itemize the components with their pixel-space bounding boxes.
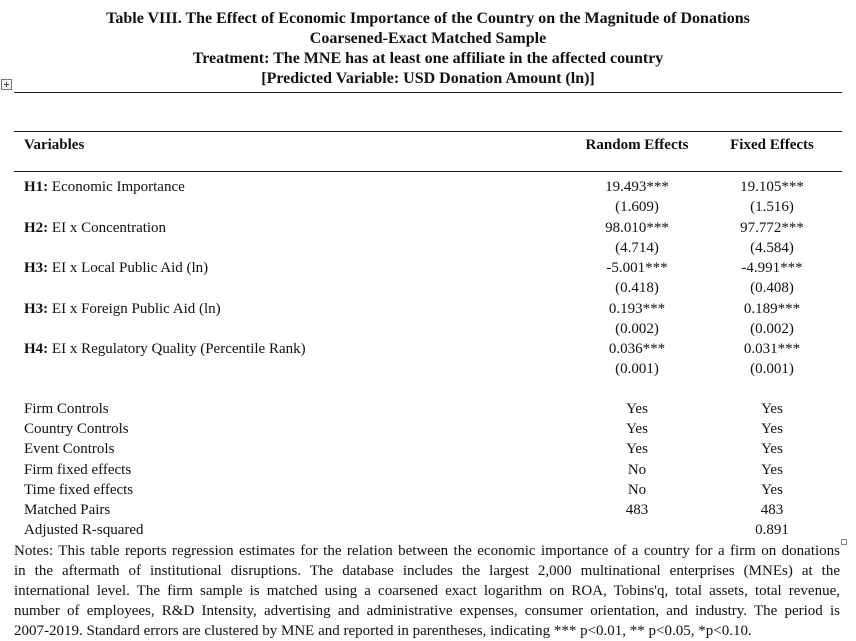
hypothesis-tag: H1: — [24, 179, 49, 195]
table-move-handle-icon[interactable] — [1, 79, 12, 90]
top-rule — [14, 92, 842, 93]
random-effects-value: No — [627, 481, 647, 498]
random-effects-se: (1.609) — [615, 199, 659, 215]
random-effects-coef: 19.493*** — [605, 179, 669, 195]
fixed-effects-value: Yes — [761, 421, 783, 438]
fixed-effects-value: 483 — [760, 502, 784, 518]
random-effects-se: (0.002) — [615, 320, 659, 337]
control-row-label: Firm Controls — [24, 401, 109, 417]
random-effects-coef: 98.010*** — [605, 219, 669, 236]
table-notes: Notes: This table reports regression est… — [14, 541, 840, 641]
title-line-3: Treatment: The MNE has at least one affi… — [192, 50, 664, 67]
notes-line-3: international level. The firm sample is … — [14, 583, 840, 599]
fixed-effects-value: Yes — [761, 441, 783, 458]
notes-line-2: in the aftermath of institutional disrup… — [14, 563, 840, 579]
title-line-4: [Predicted Variable: USD Donation Amount… — [261, 70, 595, 87]
fixed-effects-coef: 19.105*** — [740, 179, 804, 195]
hypothesis-row-label: H1: Economic Importance — [24, 177, 185, 197]
hypothesis-label: EI x Foreign Public Aid (ln) — [48, 300, 221, 317]
hypothesis-label: EI x Local Public Aid (ln) — [48, 260, 209, 276]
hypothesis-tag: H3: — [24, 260, 49, 276]
control-row-label: Event Controls — [24, 441, 115, 458]
hypothesis-row-label: H4: EI x Regulatory Quality (Percentile … — [24, 339, 306, 359]
random-effects-value: Yes — [626, 401, 648, 417]
notes-line-1: Notes: This table reports regression est… — [14, 543, 840, 559]
hypothesis-row-label: H2: EI x Concentration — [24, 218, 166, 238]
title-line-2: Coarsened-Exact Matched Sample — [309, 30, 547, 47]
hypothesis-label: EI x Concentration — [48, 219, 167, 236]
fixed-effects-coef: 0.189*** — [743, 300, 801, 317]
hypothesis-row-label: H3: EI x Foreign Public Aid (ln) — [24, 299, 221, 319]
header-fixed-effects: Fixed Effects — [730, 137, 814, 153]
header-top-rule — [14, 131, 842, 132]
hypothesis-row-label: H3: EI x Local Public Aid (ln) — [24, 258, 208, 278]
random-effects-value: No — [627, 461, 647, 478]
table-title: Table VIII. The Effect of Economic Impor… — [0, 9, 856, 89]
header-bottom-rule — [14, 171, 842, 172]
hypothesis-tag: H3: — [24, 300, 49, 317]
fixed-effects-se: (4.584) — [750, 239, 794, 256]
random-effects-se: (4.714) — [615, 239, 659, 256]
fixed-effects-value: Yes — [761, 481, 783, 498]
random-effects-se: (0.001) — [615, 361, 659, 377]
hypothesis-tag: H4: — [24, 341, 49, 357]
fixed-effects-coef: 97.772*** — [740, 219, 804, 236]
control-row-label: Matched Pairs — [24, 502, 111, 518]
control-row-label: Country Controls — [24, 421, 129, 438]
fixed-effects-value: Yes — [761, 401, 783, 417]
fixed-effects-value: Yes — [761, 461, 783, 478]
header-random-effects: Random Effects — [585, 137, 689, 153]
fixed-effects-coef: 0.031*** — [743, 341, 801, 357]
hypothesis-label: EI x Regulatory Quality (Percentile Rank… — [48, 341, 306, 357]
random-effects-coef: 0.036*** — [608, 341, 666, 357]
random-effects-se: (0.418) — [615, 280, 659, 296]
fixed-effects-se: (0.001) — [750, 361, 794, 377]
header-variables: Variables — [24, 137, 85, 153]
hypothesis-tag: H2: — [24, 219, 49, 236]
control-row-label: Adjusted R-squared — [24, 522, 144, 539]
random-effects-coef: 0.193*** — [608, 300, 666, 317]
fixed-effects-se: (0.002) — [750, 320, 794, 337]
fixed-effects-coef: -4.991*** — [741, 260, 803, 276]
notes-line-5: 2007-2019. Standard errors are clustered… — [14, 623, 752, 639]
control-row-label: Time fixed effects — [24, 481, 134, 498]
random-effects-value: Yes — [626, 441, 648, 458]
random-effects-coef: -5.001*** — [606, 260, 668, 276]
title-line-1: Table VIII. The Effect of Economic Impor… — [106, 10, 750, 27]
fixed-effects-se: (1.516) — [750, 199, 794, 215]
fixed-effects-value: 0.891 — [755, 522, 789, 539]
hypothesis-label: Economic Importance — [48, 179, 185, 195]
fixed-effects-se: (0.408) — [750, 280, 794, 296]
random-effects-value: Yes — [626, 421, 648, 438]
random-effects-value: 483 — [625, 502, 649, 518]
notes-line-4: number of employees, R&D Intensity, adve… — [14, 603, 840, 619]
control-row-label: Firm fixed effects — [24, 461, 132, 478]
resize-handle-icon[interactable] — [841, 539, 847, 545]
